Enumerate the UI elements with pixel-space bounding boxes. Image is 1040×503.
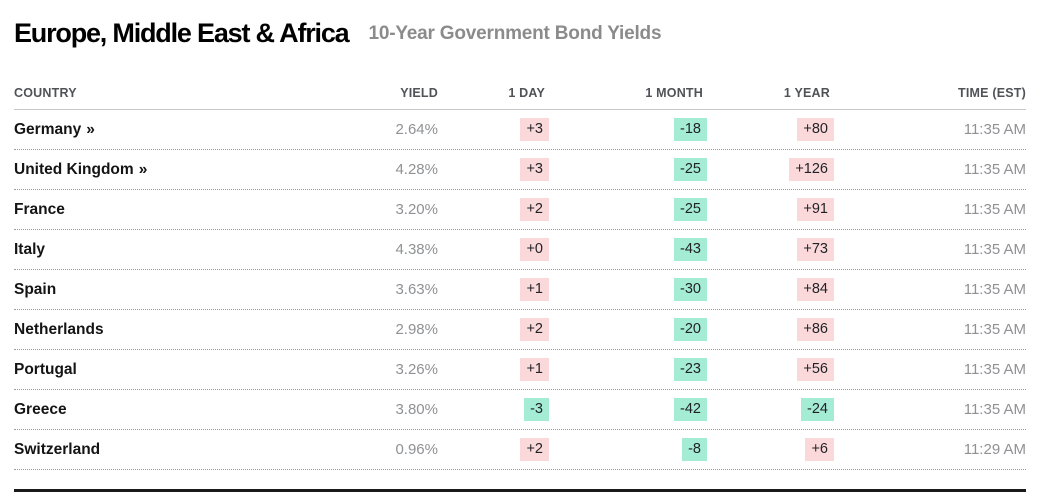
change-1day-badge: +3 [520,157,549,182]
country-name: Portugal [14,360,77,378]
change-1day-badge: +0 [520,237,549,262]
yield-cell: 3.26% [395,361,438,378]
column-header-1year: 1 YEAR [783,86,830,100]
table-row: Spain 3.63% +1 -30 +84 11:35 AM [14,270,1026,310]
time-cell: 11:29 AM [963,441,1026,458]
yield-cell: 3.63% [395,281,438,298]
page-title: Europe, Middle East & Africa [14,17,350,48]
time-cell: 11:35 AM [963,121,1026,138]
change-1year-badge: +86 [797,317,834,342]
change-1year-badge: +56 [797,357,834,382]
change-1day-badge: +1 [520,277,549,302]
change-1day-badge: -3 [524,397,549,422]
column-header-time: TIME (EST) [958,86,1026,100]
country-label: Portugal [14,361,300,379]
change-1year-badge: -24 [801,397,834,422]
change-1year-badge: +84 [797,277,834,302]
link-arrow-icon: » [138,160,148,178]
time-cell: 11:35 AM [963,401,1026,418]
change-1month-badge: -8 [682,437,707,462]
table-header-row: COUNTRY YIELD 1 DAY 1 MONTH 1 YEAR TIME … [14,58,1026,110]
change-1month-badge: -43 [674,237,707,262]
change-1day-badge: +1 [520,357,549,382]
table-row: Germany» 2.64% +3 -18 +80 11:35 AM [14,110,1026,150]
country-name: France [14,200,65,218]
time-cell: 11:35 AM [963,161,1026,178]
table-row: Greece 3.80% -3 -42 -24 11:35 AM [14,390,1026,430]
column-header-1day: 1 DAY [508,86,545,100]
country-name: Spain [14,280,57,298]
country-label: Greece [14,401,300,419]
time-cell: 11:35 AM [963,321,1026,338]
country-link[interactable]: United Kingdom» [14,161,300,179]
change-1month-badge: -42 [674,397,707,422]
country-label: Switzerland [14,441,300,459]
change-1year-badge: +6 [805,437,834,462]
page-subtitle: 10-Year Government Bond Yields [368,23,662,44]
country-name: United Kingdom [14,160,134,178]
country-label: France [14,201,300,219]
country-name: Germany [14,120,82,138]
yield-cell: 2.64% [395,121,438,138]
column-header-1month: 1 MONTH [645,86,703,100]
change-1year-badge: +80 [797,117,834,142]
yield-cell: 3.80% [395,401,438,418]
change-1month-badge: -30 [674,277,707,302]
time-cell: 11:35 AM [963,201,1026,218]
yield-cell: 4.28% [395,161,438,178]
column-header-country: COUNTRY [14,86,77,100]
country-name: Italy [14,240,46,258]
table-row: Portugal 3.26% +1 -23 +56 11:35 AM [14,350,1026,390]
change-1year-badge: +126 [789,157,834,182]
country-label: Spain [14,281,300,299]
column-header-yield: YIELD [400,86,438,100]
table-row: France 3.20% +2 -25 +91 11:35 AM [14,190,1026,230]
title-bar: Europe, Middle East & Africa 10-Year Gov… [14,0,1026,58]
table-row: Switzerland 0.96% +2 -8 +6 11:29 AM [14,430,1026,470]
change-1day-badge: +3 [520,117,549,142]
country-name: Switzerland [14,440,101,458]
change-1month-badge: -25 [674,197,707,222]
change-1month-badge: -20 [674,317,707,342]
change-1month-badge: -23 [674,357,707,382]
time-cell: 11:35 AM [963,361,1026,378]
yield-cell: 0.96% [395,441,438,458]
time-cell: 11:35 AM [963,281,1026,298]
change-1month-badge: -25 [674,157,707,182]
table-bottom-rule [14,489,1026,492]
yield-cell: 3.20% [395,201,438,218]
link-arrow-icon: » [86,120,95,138]
country-link[interactable]: Germany» [14,121,300,139]
change-1month-badge: -18 [674,117,707,142]
change-1year-badge: +73 [797,237,834,262]
country-label: Italy [14,241,300,259]
table-row: Netherlands 2.98% +2 -20 +86 11:35 AM [14,310,1026,350]
country-name: Netherlands [14,320,104,338]
yield-cell: 2.98% [395,321,438,338]
change-1day-badge: +2 [520,197,549,222]
yield-cell: 4.38% [395,241,438,258]
change-1day-badge: +2 [520,317,549,342]
change-1year-badge: +91 [797,197,834,222]
time-cell: 11:35 AM [963,241,1026,258]
table-row: Italy 4.38% +0 -43 +73 11:35 AM [14,230,1026,270]
table-row: United Kingdom» 4.28% +3 -25 +126 11:35 … [14,150,1026,190]
country-name: Greece [14,400,67,418]
change-1day-badge: +2 [520,437,549,462]
country-label: Netherlands [14,321,300,339]
